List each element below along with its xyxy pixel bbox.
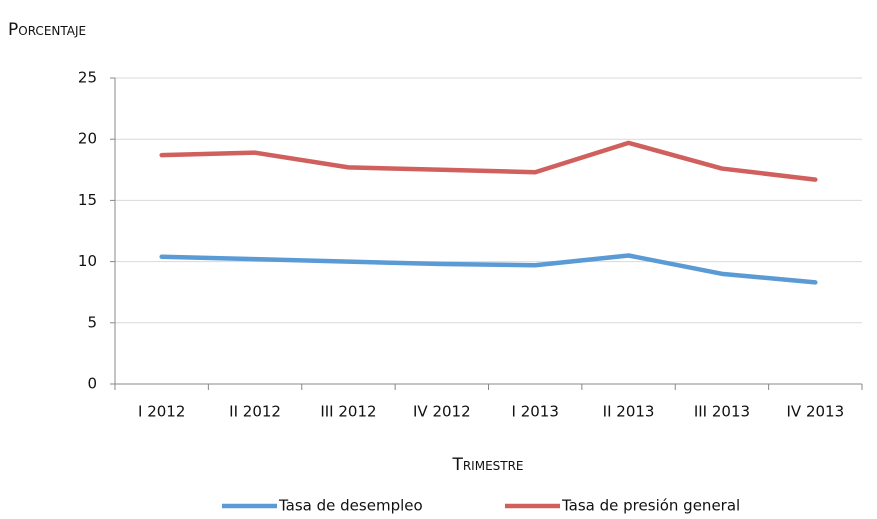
y-axis-title: Porcentaje [8, 20, 86, 40]
y-tick-label: 10 [78, 252, 97, 270]
x-axis-title: Trimestre [451, 455, 523, 475]
x-tick-label: II 2012 [229, 403, 281, 421]
y-tick-label: 0 [87, 375, 97, 393]
x-tick-label: III 2012 [320, 403, 376, 421]
x-tick-label: IV 2013 [786, 403, 844, 421]
x-tick-label: II 2013 [603, 403, 655, 421]
y-tick-label: 20 [78, 130, 97, 148]
y-tick-label: 15 [78, 191, 97, 209]
data-line [159, 140, 818, 182]
x-tick-label: I 2013 [512, 403, 559, 421]
data-line [159, 253, 818, 285]
x-tick-label: IV 2012 [413, 403, 471, 421]
x-tick-label: I 2012 [138, 403, 185, 421]
x-tick-label: III 2013 [694, 403, 750, 421]
legend-label: Tasa de desempleo [278, 497, 423, 515]
y-tick-label: 25 [78, 69, 97, 87]
legend-label: Tasa de presión general [561, 497, 740, 515]
y-tick-label: 5 [87, 313, 97, 331]
